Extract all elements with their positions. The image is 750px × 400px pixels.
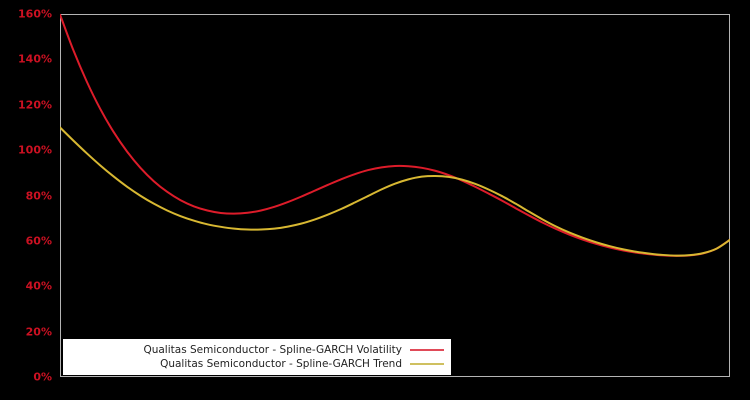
legend-item[interactable]: Qualitas Semiconductor - Spline-GARCH Tr…	[64, 357, 444, 371]
y-axis-tick-label: 140%	[18, 52, 52, 66]
y-axis: 0% 20% 40% 60% 80% 100% 120% 140% 160%	[0, 0, 56, 400]
plot-area	[60, 14, 730, 257]
legend: Qualitas Semiconductor - Spline-GARCH Vo…	[63, 339, 451, 375]
series-layer	[60, 14, 730, 257]
y-axis-tick-label: 20%	[25, 325, 52, 339]
y-axis-tick-label: 120%	[18, 98, 52, 112]
legend-item-label: Qualitas Semiconductor - Spline-GARCH Tr…	[160, 358, 402, 370]
series-line-trend	[60, 126, 730, 257]
legend-item[interactable]: Qualitas Semiconductor - Spline-GARCH Vo…	[64, 343, 444, 357]
legend-color-swatch	[410, 363, 444, 365]
legend-item-label: Qualitas Semiconductor - Spline-GARCH Vo…	[143, 344, 402, 356]
y-axis-tick-label: 40%	[25, 279, 52, 293]
y-axis-tick-label: 0%	[33, 370, 52, 384]
y-axis-tick-label: 160%	[18, 7, 52, 21]
legend-color-swatch	[410, 349, 444, 351]
y-axis-tick-label: 80%	[25, 189, 52, 202]
series-line-volatility	[60, 14, 730, 257]
y-axis-tick-label: 60%	[25, 234, 52, 248]
y-axis-tick-label: 100%	[18, 143, 52, 157]
plot-frame	[60, 14, 730, 377]
